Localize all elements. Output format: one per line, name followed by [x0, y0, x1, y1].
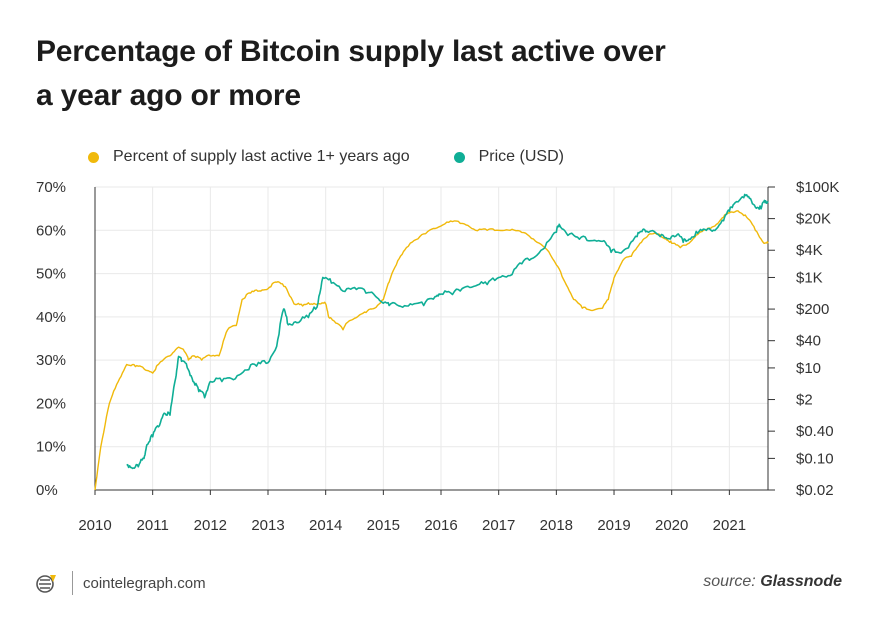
chart-title: Percentage of Bitcoin supply last active…	[36, 30, 756, 118]
x-tick-label-2020: 2020	[655, 517, 688, 534]
y-right-tick-label-6: $200	[796, 301, 829, 318]
y-left-tick-label-6: 60%	[36, 222, 66, 239]
y-right-tick-label-7: $1K	[796, 269, 823, 286]
y-right-tick-label-5: $40	[796, 333, 821, 350]
y-left-tick-label-3: 30%	[36, 352, 66, 369]
footer-divider	[72, 571, 73, 595]
y-right-tick-label-3: $2	[796, 392, 813, 409]
series-line-price	[126, 193, 769, 470]
legend-label-price: Price (USD)	[478, 148, 564, 165]
y-left-tick-label-4: 40%	[36, 309, 66, 326]
x-tick-label-2018: 2018	[540, 517, 573, 534]
x-tick-label-2015: 2015	[367, 517, 400, 534]
chart-legend: Percent of supply last active 1+ years a…	[88, 146, 608, 168]
legend-item-price: Price (USD)	[453, 148, 564, 166]
y-right-tick-label-2: $0.40	[796, 423, 834, 440]
y-left-tick-label-2: 20%	[36, 395, 66, 412]
x-tick-label-2017: 2017	[482, 517, 515, 534]
x-tick-label-2010: 2010	[78, 517, 111, 534]
y-right-tick-label-8: $4K	[796, 242, 823, 259]
cointelegraph-logo-icon	[36, 575, 56, 593]
y-left-tick-label-0: 0%	[36, 482, 58, 499]
y-right-tick-label-9: $20K	[796, 211, 831, 228]
source-name: Glassnode	[760, 573, 842, 590]
x-tick-label-2013: 2013	[251, 517, 284, 534]
y-left-tick-label-5: 50%	[36, 266, 66, 283]
x-tick-label-2016: 2016	[424, 517, 457, 534]
source-credit: source: Glassnode	[703, 573, 842, 591]
x-tick-label-2014: 2014	[309, 517, 342, 534]
y-right-tick-label-0: $0.02	[796, 482, 834, 499]
legend-item-supply: Percent of supply last active 1+ years a…	[88, 148, 410, 166]
x-tick-label-2011: 2011	[137, 517, 169, 534]
x-tick-label-2021: 2021	[713, 517, 746, 534]
x-tick-label-2012: 2012	[194, 517, 227, 534]
legend-dot-supply	[88, 151, 99, 163]
legend-dot-price	[453, 151, 465, 163]
legend-label-supply: Percent of supply last active 1+ years a…	[113, 148, 410, 165]
y-right-tick-label-10: $100K	[796, 179, 839, 196]
y-right-tick-label-4: $10	[796, 360, 821, 377]
chart-title-line-1: Percentage of Bitcoin supply last active…	[36, 35, 666, 68]
x-tick-label-2019: 2019	[597, 517, 630, 534]
series-line-supply	[94, 210, 769, 491]
y-left-tick-label-1: 10%	[36, 439, 66, 456]
y-left-tick-label-7: 70%	[36, 179, 66, 196]
footer-site: cointelegraph.com	[83, 574, 206, 592]
source-prefix: source:	[703, 573, 761, 590]
y-right-tick-label-1: $0.10	[796, 450, 834, 467]
chart-title-line-2: a year ago or more	[36, 79, 301, 112]
footer-brand: cointelegraph.com	[36, 569, 206, 597]
